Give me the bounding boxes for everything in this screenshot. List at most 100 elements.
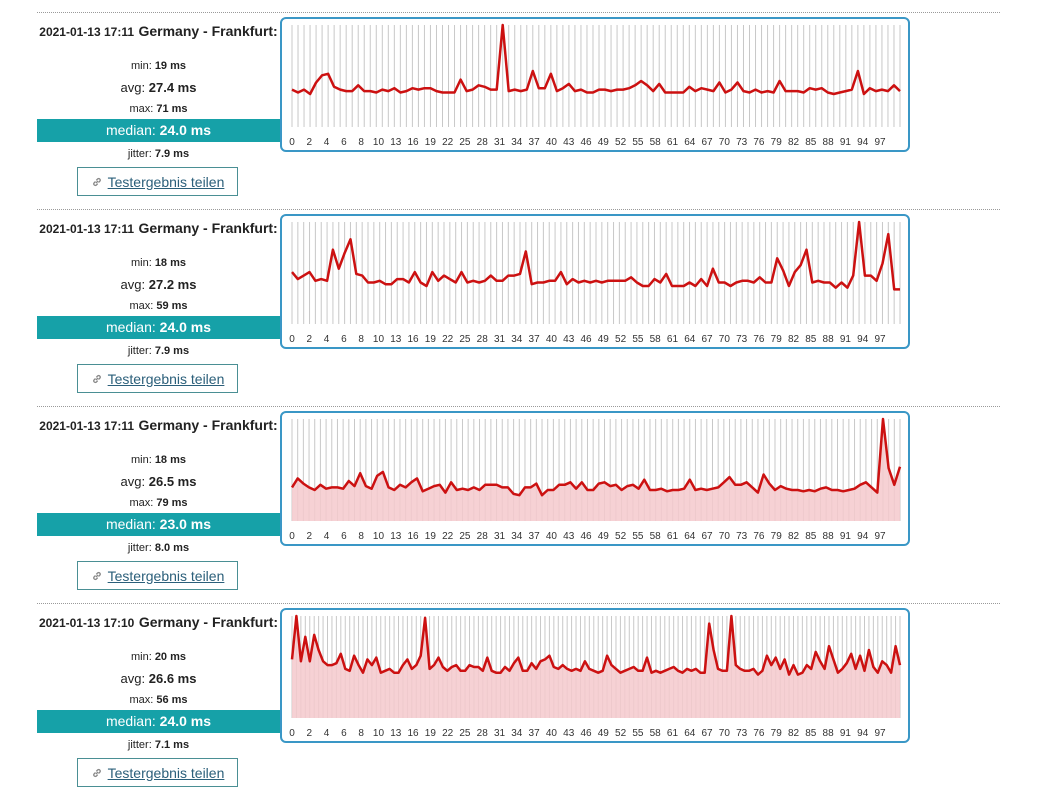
x-tick-label: 13: [390, 137, 402, 148]
x-tick-label: 64: [684, 137, 696, 148]
x-tick-label: 6: [341, 531, 347, 542]
x-tick-label: 52: [615, 137, 627, 148]
link-icon: [92, 571, 101, 580]
x-tick-label: 19: [425, 531, 437, 542]
x-tick-label: 4: [324, 728, 330, 739]
avg-value: 26.5 ms: [148, 474, 197, 489]
result-title: 2021-01-13 17:11 Germany - Frankfurt:: [37, 22, 280, 42]
x-tick-label: 91: [840, 137, 852, 148]
x-tick-label: 8: [358, 531, 364, 542]
max-value: 59 ms: [156, 300, 188, 312]
avg-row: avg: 27.4 ms: [37, 80, 280, 95]
timestamp: 2021-01-13 17:10: [38, 616, 135, 630]
x-tick-label: 79: [771, 531, 783, 542]
x-tick-label: 73: [736, 531, 748, 542]
jitter-label: jitter:: [127, 148, 152, 160]
x-tick-label: 37: [529, 531, 541, 542]
ping-chart: 0 2 4 6 8 10 13 16 19 22 25 28 31 34 37 40 43 46 49 52 55 58 6…: [280, 214, 910, 349]
jitter-row: jitter: 7.1 ms: [37, 739, 280, 751]
share-result-button[interactable]: Testergebnis teilen: [77, 364, 238, 393]
min-label: min:: [130, 257, 152, 269]
x-tick-label: 22: [442, 334, 454, 345]
median-value: 24.0 ms: [159, 319, 212, 335]
x-tick-label: 37: [529, 137, 541, 148]
x-tick-label: 73: [736, 334, 748, 345]
x-tick-label: 64: [684, 334, 696, 345]
median-label: median:: [105, 122, 156, 138]
x-tick-label: 67: [701, 334, 713, 345]
jitter-label: jitter:: [127, 739, 152, 751]
x-tick-label: 25: [459, 728, 471, 739]
x-tick-label: 13: [390, 334, 402, 345]
x-tick-label: 43: [563, 137, 575, 148]
jitter-value: 7.1 ms: [154, 739, 190, 751]
x-tick-label: 31: [494, 334, 506, 345]
link-icon: [92, 177, 101, 186]
jitter-value: 7.9 ms: [154, 345, 190, 357]
x-tick-label: 82: [788, 531, 800, 542]
x-tick-label: 88: [823, 137, 835, 148]
x-tick-label: 52: [615, 531, 627, 542]
x-tick-label: 22: [442, 531, 454, 542]
x-tick-label: 55: [632, 137, 644, 148]
ping-area: [292, 616, 900, 718]
max-row: max: 56 ms: [37, 694, 280, 706]
median-bar: median: 24.0 ms: [37, 316, 280, 339]
ping-chart-svg: 0 2 4 6 8 10 13 16 19 22 25 28 31 34 37 40 43 46 49 52 55 58 6…: [289, 417, 902, 542]
max-row: max: 71 ms: [37, 103, 280, 115]
x-tick-label: 34: [511, 531, 523, 542]
max-value: 56 ms: [156, 694, 188, 706]
x-tick-label: 49: [598, 531, 610, 542]
x-tick-label: 85: [805, 137, 817, 148]
ping-chart-svg: 0 2 4 6 8 10 13 16 19 22 25 28 31 34 37 40 43 46 49 52 55 58 6…: [289, 220, 901, 345]
x-tick-label: 94: [857, 531, 869, 542]
x-tick-label: 13: [390, 531, 402, 542]
x-tick-label: 97: [874, 531, 886, 542]
x-tick-label: 46: [580, 728, 592, 739]
x-tick-label: 52: [615, 334, 627, 345]
jitter-row: jitter: 7.9 ms: [37, 148, 280, 160]
x-tick-label: 70: [719, 137, 731, 148]
x-tick-label: 49: [598, 334, 610, 345]
min-value: 18 ms: [154, 454, 187, 466]
median-label: median:: [105, 713, 156, 729]
x-tick-label: 0: [289, 728, 295, 739]
ping-chart-svg: 0 2 4 6 8 10 13 16 19 22 25 28 31 34 37 40 43 46 49 52 55 58 6…: [289, 614, 902, 739]
result-separator: [37, 209, 1000, 210]
x-tick-label: 37: [529, 334, 541, 345]
x-tick-label: 67: [701, 531, 713, 542]
x-tick-label: 16: [407, 137, 419, 148]
avg-label: avg:: [120, 671, 146, 686]
x-tick-label: 0: [289, 531, 295, 542]
x-tick-label: 58: [650, 728, 662, 739]
x-tick-label: 52: [615, 728, 627, 739]
test-result: 2021-01-13 17:11 Germany - Frankfurt: mi…: [0, 214, 1047, 411]
timestamp: 2021-01-13 17:11: [39, 25, 135, 39]
result-separator: [37, 12, 1000, 13]
x-tick-label: 76: [753, 531, 765, 542]
x-tick-label: 94: [857, 728, 869, 739]
max-label: max:: [129, 497, 154, 509]
x-tick-label: 73: [736, 728, 748, 739]
x-tick-label: 85: [805, 531, 817, 542]
jitter-label: jitter:: [127, 345, 152, 357]
timestamp: 2021-01-13 17:11: [39, 419, 135, 433]
x-tick-label: 6: [341, 728, 347, 739]
x-tick-label: 4: [324, 531, 330, 542]
share-result-button[interactable]: Testergebnis teilen: [77, 167, 238, 196]
x-tick-label: 79: [771, 334, 783, 345]
x-tick-label: 22: [442, 137, 454, 148]
jitter-value: 8.0 ms: [154, 542, 190, 554]
median-label: median:: [105, 319, 156, 335]
ping-chart: 0 2 4 6 8 10 13 16 19 22 25 28 31 34 37 40 43 46 49 52 55 58 6…: [280, 608, 910, 743]
max-label: max:: [129, 694, 154, 706]
x-tick-label: 79: [771, 728, 783, 739]
share-result-button[interactable]: Testergebnis teilen: [77, 561, 238, 590]
x-tick-label: 94: [857, 334, 869, 345]
avg-row: avg: 27.2 ms: [37, 277, 280, 292]
x-tick-label: 97: [874, 137, 886, 148]
share-result-button[interactable]: Testergebnis teilen: [77, 758, 238, 787]
x-tick-label: 10: [373, 531, 385, 542]
avg-label: avg:: [120, 80, 146, 95]
max-label: max:: [129, 103, 154, 115]
